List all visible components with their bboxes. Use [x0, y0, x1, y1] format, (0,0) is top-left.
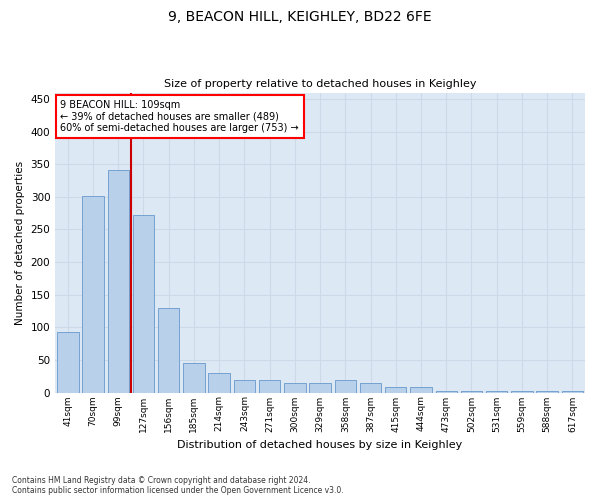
Bar: [436, 391, 457, 392]
Bar: [385, 388, 406, 392]
Bar: [536, 390, 558, 392]
X-axis label: Distribution of detached houses by size in Keighley: Distribution of detached houses by size …: [178, 440, 463, 450]
Bar: [335, 380, 356, 392]
Bar: [133, 215, 154, 392]
Bar: [259, 380, 280, 392]
Bar: [82, 196, 104, 392]
Bar: [511, 390, 533, 392]
Bar: [310, 384, 331, 392]
Bar: [107, 170, 129, 392]
Bar: [486, 391, 508, 392]
Bar: [158, 308, 179, 392]
Bar: [562, 391, 583, 392]
Bar: [410, 388, 432, 392]
Y-axis label: Number of detached properties: Number of detached properties: [15, 160, 25, 324]
Bar: [233, 380, 255, 392]
Text: 9 BEACON HILL: 109sqm
← 39% of detached houses are smaller (489)
60% of semi-det: 9 BEACON HILL: 109sqm ← 39% of detached …: [61, 100, 299, 134]
Bar: [461, 391, 482, 392]
Bar: [57, 332, 79, 392]
Bar: [208, 373, 230, 392]
Bar: [360, 384, 381, 392]
Bar: [183, 362, 205, 392]
Title: Size of property relative to detached houses in Keighley: Size of property relative to detached ho…: [164, 79, 476, 89]
Bar: [284, 384, 305, 392]
Text: 9, BEACON HILL, KEIGHLEY, BD22 6FE: 9, BEACON HILL, KEIGHLEY, BD22 6FE: [168, 10, 432, 24]
Text: Contains HM Land Registry data © Crown copyright and database right 2024.
Contai: Contains HM Land Registry data © Crown c…: [12, 476, 344, 495]
